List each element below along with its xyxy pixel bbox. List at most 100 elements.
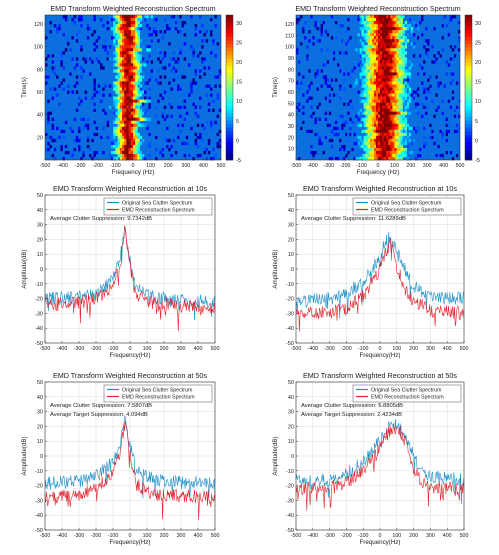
heatmap-cell: [392, 108, 395, 112]
heatmap-cell: [390, 24, 393, 28]
heatmap-cell: [390, 120, 393, 125]
heatmap-cell: [382, 15, 385, 19]
heatmap-cell: [394, 18, 397, 22]
heatmap-cell: [371, 114, 375, 119]
heatmap-cell: [139, 66, 143, 70]
heatmap-cell: [443, 84, 446, 88]
heatmap-cell: [95, 45, 99, 49]
heatmap-cell: [310, 144, 313, 149]
heatmap-cell: [135, 48, 138, 52]
heatmap-cell: [408, 75, 412, 79]
heatmap-cell: [425, 48, 428, 52]
heatmap-cell: [347, 39, 350, 43]
heatmap-cell: [371, 78, 375, 82]
heatmap-cell: [402, 114, 405, 119]
heatmap-cell: [141, 57, 145, 61]
heatmap-cell: [384, 156, 387, 161]
heatmap-cell: [78, 96, 81, 100]
heatmap-cell: [111, 141, 114, 146]
colorbar-segment: [465, 51, 472, 56]
heatmap-cell: [433, 114, 436, 119]
heatmap-cell: [199, 105, 202, 109]
heatmap-cell: [390, 93, 393, 97]
heatmap-cell: [345, 51, 348, 55]
heatmap-cell: [369, 141, 373, 146]
heatmap-cell: [86, 135, 90, 140]
heatmap-cell: [322, 75, 325, 79]
heatmap-cell: [126, 84, 129, 88]
heatmap-cell: [427, 39, 430, 43]
heatmap-cell: [45, 75, 48, 79]
colorbar-segment: [465, 65, 472, 70]
heatmap-cell: [113, 39, 116, 43]
heatmap-cell: [128, 96, 132, 100]
heatmap-cell: [433, 27, 436, 31]
heatmap-cell: [53, 87, 57, 91]
heatmap-cell: [380, 15, 383, 19]
x-tick-label: -300: [323, 163, 334, 169]
heatmap-cell: [425, 51, 428, 55]
heatmap-cell: [190, 87, 193, 91]
heatmap-cell: [388, 87, 391, 91]
heatmap-cell: [144, 156, 147, 161]
heatmap-cell: [369, 27, 373, 31]
heatmap-cell: [416, 72, 420, 76]
heatmap-cell: [117, 33, 121, 37]
heatmap-cell: [400, 66, 403, 70]
heatmap-cell: [396, 45, 399, 49]
x-tick-label: -100: [108, 346, 119, 352]
heatmap-cell: [137, 69, 140, 73]
heatmap-cell: [425, 27, 428, 31]
legend-label: EMD Reconstruction Spectrum: [371, 395, 444, 401]
heatmap-cell: [306, 45, 309, 49]
colorbar-segment: [226, 91, 233, 96]
heatmap-cell: [392, 114, 395, 119]
heatmap-cell: [398, 138, 401, 143]
heatmap-cell: [378, 156, 381, 161]
heatmap-cell: [113, 84, 116, 88]
heatmap-cell: [117, 99, 121, 103]
heatmap-cell: [388, 90, 391, 94]
heatmap-cell: [56, 126, 59, 131]
heatmap-cell: [135, 39, 138, 43]
heatmap-cell: [369, 117, 373, 122]
heatmap-cell: [113, 126, 116, 131]
heatmap-cell: [183, 153, 187, 158]
heatmap-cell: [316, 132, 319, 137]
heatmap-cell: [137, 36, 140, 40]
heatmap-cell: [425, 96, 428, 100]
heatmap-cell: [111, 135, 114, 140]
heatmap-cell: [126, 111, 129, 115]
heatmap-cell: [408, 18, 412, 22]
heatmap-cell: [384, 15, 387, 19]
heatmap-cell: [369, 54, 373, 58]
heatmap-cell: [396, 42, 399, 46]
heatmap-cell: [400, 117, 403, 122]
heatmap-cell: [398, 141, 401, 146]
heatmap-cell: [117, 114, 121, 119]
colorbar-segment: [465, 80, 472, 85]
heatmap-cell: [155, 147, 158, 152]
heatmap-cell: [353, 66, 356, 70]
heatmap-cell: [106, 123, 110, 128]
heatmap-cell: [390, 117, 393, 122]
heatmap-cell: [190, 15, 193, 19]
heatmap-cell: [310, 96, 313, 100]
heatmap-cell: [75, 75, 79, 79]
heatmap-cell: [179, 87, 182, 91]
heatmap-cell: [133, 63, 136, 67]
heatmap-cell: [400, 42, 403, 46]
heatmap-cell: [378, 153, 381, 158]
heatmap-cell: [341, 24, 344, 28]
heatmap-cell: [367, 57, 371, 61]
heatmap-cell: [122, 72, 125, 76]
x-tick-label: 100: [392, 533, 401, 539]
heatmap-cell: [218, 144, 222, 149]
heatmap-cell: [384, 36, 387, 40]
y-tick-label: 120: [285, 22, 294, 28]
heatmap-cell: [369, 150, 373, 155]
heatmap-cell: [347, 132, 350, 137]
heatmap-cell: [302, 75, 305, 79]
heatmap-cell: [371, 132, 375, 137]
heatmap-cell: [369, 84, 373, 88]
